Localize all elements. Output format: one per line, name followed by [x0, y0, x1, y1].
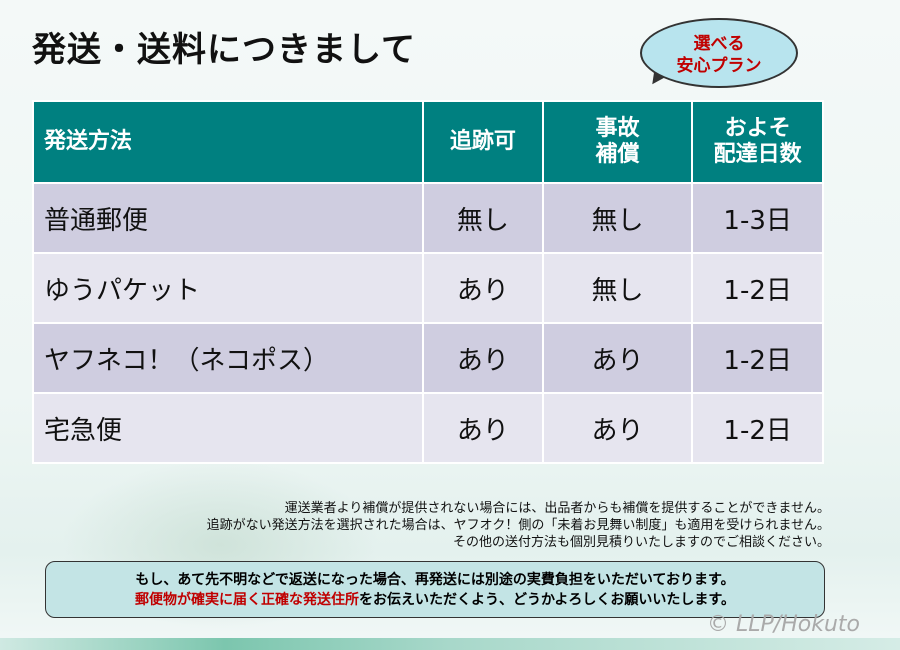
- badge-line2: 安心プラン: [676, 56, 762, 76]
- table-row: ヤフネコ！（ネコポス） あり あり 1-2日: [32, 322, 824, 394]
- cell-insurance: 無し: [541, 252, 694, 324]
- cell-insurance: あり: [541, 322, 694, 394]
- note-line: 運送業者より補償が提供されない場合には、出品者からも補償を提供することができませ…: [284, 501, 830, 516]
- cell-method: 普通郵便: [32, 182, 424, 254]
- header-delivery-days: およそ 配達日数: [691, 100, 824, 184]
- shipping-table: 発送方法 追跡可 事故 補償 およそ 配達日数 普通郵便 無し 無し 1-3日 ゆう…: [32, 100, 824, 464]
- cell-tracking: 無し: [421, 182, 544, 254]
- bottom-bar: [0, 638, 900, 650]
- header-tracking: 追跡可: [421, 100, 544, 184]
- cell-days: 1-3日: [691, 182, 824, 254]
- page-title: 発送・送料につきまして: [32, 30, 416, 70]
- badge-line1: 選べる: [693, 34, 745, 54]
- table-header: 発送方法 追跡可 事故 補償 およそ 配達日数: [32, 100, 824, 184]
- cell-tracking: あり: [421, 252, 544, 324]
- table-row: 宅急便 あり あり 1-2日: [32, 392, 824, 464]
- cell-method: ゆうパケット: [32, 252, 424, 324]
- header-method: 発送方法: [32, 100, 424, 184]
- header-insurance: 事故 補償: [541, 100, 694, 184]
- cell-days: 1-2日: [691, 322, 824, 394]
- table-row: ゆうパケット あり 無し 1-2日: [32, 252, 824, 324]
- cell-days: 1-2日: [691, 392, 824, 464]
- cell-tracking: あり: [421, 392, 544, 464]
- cell-tracking: あり: [421, 322, 544, 394]
- cell-method: ヤフネコ！（ネコポス）: [32, 322, 424, 394]
- note-line: その他の送付方法も個別見積りいたしますのでご相談ください。: [452, 535, 830, 550]
- notice-line2: 郵便物が確実に届く正確な発送住所をお伝えいただくよう、どうかよろしくお願いいたし…: [46, 590, 824, 610]
- cell-method: 宅急便: [32, 392, 424, 464]
- notes: 運送業者より補償が提供されない場合には、出品者からも補償を提供することができませ…: [207, 500, 830, 551]
- copyright: © LLP/Hokuto: [707, 612, 860, 637]
- cell-days: 1-2日: [691, 252, 824, 324]
- notice-highlight: 郵便物が確実に届く正確な発送住所: [135, 592, 360, 608]
- notice-box: もし、あて先不明などで返送になった場合、再発送には別途の実費負担をいただいており…: [45, 561, 825, 618]
- notice-line1: もし、あて先不明などで返送になった場合、再発送には別途の実費負担をいただいており…: [135, 572, 735, 588]
- cell-insurance: あり: [541, 392, 694, 464]
- note-line: 追跡がない発送方法を選択された場合は、ヤフオク！側の「未着お見舞い制度」も適用を…: [206, 518, 830, 533]
- cell-insurance: 無し: [541, 182, 694, 254]
- plan-badge: 選べる 安心プラン: [640, 18, 798, 88]
- notice-rest: をお伝えいただくよう、どうかよろしくお願いいたします。: [359, 592, 735, 608]
- table-row: 普通郵便 無し 無し 1-3日: [32, 182, 824, 254]
